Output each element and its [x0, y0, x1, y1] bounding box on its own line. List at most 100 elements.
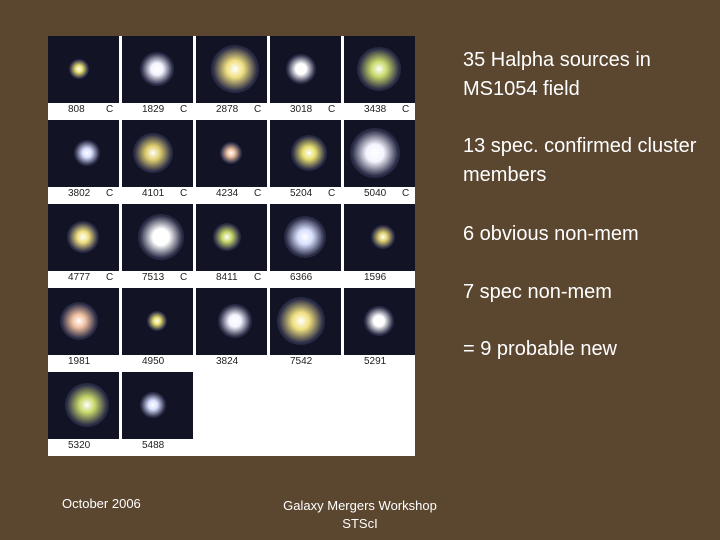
galaxy: [291, 135, 327, 171]
note: 13 spec. confirmed cluster members: [463, 135, 697, 186]
galaxy-id: 5488: [142, 440, 165, 451]
galaxy-id: 3802: [68, 188, 91, 199]
galaxy-image: [344, 288, 415, 355]
galaxy: [213, 223, 241, 251]
galaxy: [277, 297, 325, 345]
galaxy-id: 3018: [290, 104, 313, 115]
galaxy-image: [122, 204, 193, 271]
galaxy-flag: C: [106, 188, 114, 199]
galaxy-image: [122, 120, 193, 187]
galaxy-cell: 2878 C: [196, 36, 267, 120]
galaxy-cell: 5320: [48, 372, 119, 456]
galaxy-cell: 1829 C: [122, 36, 193, 120]
galaxy-id: 4777: [68, 272, 91, 283]
galaxy-id: 5204: [290, 188, 313, 199]
galaxy-flag: C: [180, 188, 188, 199]
galaxy: [67, 221, 99, 253]
galaxy-id: 1829: [142, 104, 165, 115]
footer-place: STScI: [342, 516, 378, 531]
galaxy: [60, 302, 98, 340]
galaxy-cell: 5488: [122, 372, 193, 456]
galaxy-image: [196, 288, 267, 355]
galaxy-flag: C: [254, 272, 262, 283]
galaxy: [220, 142, 242, 164]
galaxy-image: [48, 204, 119, 271]
galaxy: [140, 52, 174, 86]
galaxy-id: 3438: [364, 104, 387, 115]
galaxy-id: 4234: [216, 188, 239, 199]
galaxy-image: [122, 36, 193, 103]
galaxy-id: 4950: [142, 356, 165, 367]
galaxy-cell: 4101 C: [122, 120, 193, 204]
galaxy: [74, 140, 100, 166]
note: 7 spec non-mem: [463, 281, 612, 303]
galaxy-cell: 3824: [196, 288, 267, 372]
galaxy-image: [270, 36, 341, 103]
galaxy-cell: 4777 C: [48, 204, 119, 288]
galaxy: [286, 54, 316, 84]
galaxy-image: [270, 120, 341, 187]
galaxy-flag: C: [106, 104, 114, 115]
galaxy-id: 2878: [216, 104, 239, 115]
galaxy-id: 4101: [142, 188, 165, 199]
galaxy-cell: 1981: [48, 288, 119, 372]
galaxy-id: 5291: [364, 356, 387, 367]
note: 6 obvious non-mem: [463, 223, 639, 245]
galaxy-flag: C: [402, 188, 410, 199]
galaxy-cell: 4234 C: [196, 120, 267, 204]
galaxy-flag: C: [180, 104, 188, 115]
galaxy-cell: 6366: [270, 204, 341, 288]
galaxy-id: 8411: [216, 272, 238, 283]
galaxy-image: [344, 120, 415, 187]
footer-date: October 2006: [62, 496, 141, 511]
galaxy-image: [48, 288, 119, 355]
galaxy-flag: C: [106, 272, 114, 283]
galaxy-id: 1596: [364, 272, 387, 283]
note: = 9 probable new: [463, 338, 618, 360]
galaxy-image: [122, 288, 193, 355]
galaxy-cell: 808 C: [48, 36, 119, 120]
galaxy-cell: 7542: [270, 288, 341, 372]
galaxy-flag: C: [254, 104, 262, 115]
galaxy-cell: 1596: [344, 204, 415, 288]
galaxy-cell: 4950: [122, 288, 193, 372]
galaxy: [371, 225, 395, 249]
galaxy: [69, 59, 89, 79]
galaxy: [350, 128, 400, 178]
galaxy-cell: 5291: [344, 288, 415, 372]
galaxy-id: 5040: [364, 188, 387, 199]
galaxy-flag: C: [328, 104, 336, 115]
galaxy-image: [48, 120, 119, 187]
galaxy-image: [344, 204, 415, 271]
galaxy-cell: 8411 C: [196, 204, 267, 288]
galaxy-id: 3824: [216, 356, 239, 367]
footer-event: Galaxy Mergers Workshop STScI: [260, 497, 460, 533]
galaxy-image: [270, 204, 341, 271]
galaxy-image: [270, 288, 341, 355]
footer-event-name: Galaxy Mergers Workshop: [283, 498, 437, 513]
galaxy-image: [196, 204, 267, 271]
galaxy-flag: C: [328, 188, 336, 199]
note: 35 Halpha sources in MS1054 field: [463, 49, 651, 100]
galaxy: [65, 383, 109, 427]
galaxy-image: [344, 36, 415, 103]
galaxy-image: [196, 120, 267, 187]
galaxy-grid: 808 C 1829 C 2878 C 3018 C 3438 C 3802 C 4101 C 4234 C 5…: [48, 36, 415, 456]
galaxy-cell: 3018 C: [270, 36, 341, 120]
galaxy-cell: 5204 C: [270, 120, 341, 204]
galaxy-id: 6366: [290, 272, 313, 283]
galaxy-id: 7542: [290, 356, 313, 367]
galaxy: [211, 45, 259, 93]
galaxy-image: [122, 372, 193, 439]
galaxy-id: 7513: [142, 272, 165, 283]
galaxy: [218, 304, 252, 338]
galaxy-image: [48, 36, 119, 103]
galaxy-cell: 3802 C: [48, 120, 119, 204]
galaxy: [284, 216, 326, 258]
galaxy: [138, 214, 184, 260]
galaxy-id: 5320: [68, 440, 91, 451]
galaxy: [133, 133, 173, 173]
galaxy-flag: C: [254, 188, 262, 199]
galaxy-flag: C: [402, 104, 410, 115]
